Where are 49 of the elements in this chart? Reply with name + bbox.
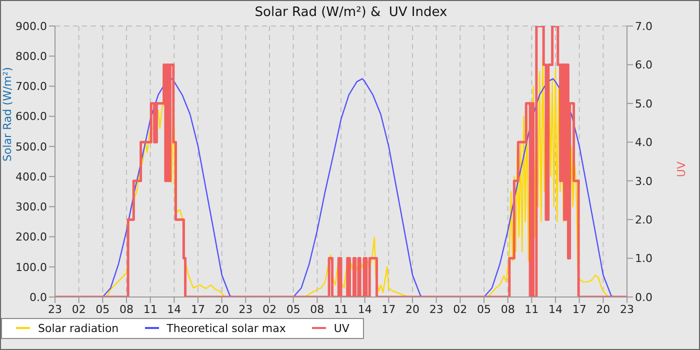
x-tick-label: 14 — [548, 302, 562, 316]
x-tick-label: 02 — [262, 302, 276, 316]
x-tick-label: 08 — [120, 302, 134, 316]
x-tick-label: 02 — [72, 302, 86, 316]
chart-title: Solar Rad (W/m²) & UV Index — [254, 5, 448, 20]
y2-tick-label: 6.0 — [635, 58, 652, 72]
y2-tick-label: 7.0 — [635, 20, 652, 33]
y-tick-label: 500.0 — [16, 140, 47, 154]
x-tick-label: 05 — [286, 302, 300, 316]
x-tick-label: 23 — [48, 302, 62, 316]
x-tick-label: 23 — [238, 302, 253, 316]
y2-tick-label: 4.0 — [635, 136, 652, 150]
x-tick-label: 11 — [334, 302, 348, 316]
y2-tick-label: 5.0 — [635, 97, 652, 110]
x-tick-label: 20 — [596, 302, 610, 316]
x-tick-label: 08 — [310, 302, 324, 316]
x-tick-label: 20 — [406, 302, 420, 316]
x-tick-label: 17 — [572, 302, 586, 316]
x-tick-label: 05 — [477, 302, 491, 316]
x-tick-label: 23 — [620, 302, 634, 316]
y-tick-label: 100.0 — [16, 260, 47, 274]
x-tick-label: 17 — [191, 302, 205, 316]
x-tick-label: 11 — [524, 302, 539, 316]
y2-tick-label: 0.0 — [635, 290, 652, 304]
y-tick-label: 0.0 — [30, 290, 47, 304]
x-tick-label: 17 — [382, 302, 396, 316]
y2-axis-title: UV — [674, 161, 688, 178]
x-tick-label: 11 — [143, 302, 158, 316]
x-tick-label: 08 — [500, 302, 515, 316]
y-tick-label: 300.0 — [16, 200, 47, 214]
y2-tick-label: 1.0 — [635, 252, 652, 266]
y-tick-label: 900.0 — [16, 20, 47, 33]
y-tick-label: 700.0 — [16, 80, 47, 94]
y-axis-title: Solar Rad (W/m²) — [0, 67, 14, 162]
x-tick-label: 02 — [453, 302, 468, 316]
x-tick-label: 14 — [167, 302, 182, 316]
legend-label: UV — [332, 322, 350, 334]
x-tick-label: 20 — [214, 302, 229, 316]
y-tick-label: 400.0 — [16, 170, 47, 184]
legend-label: Theoretical solar max — [166, 322, 286, 334]
x-tick-label: 05 — [96, 302, 110, 316]
legend-label: Solar radiation — [37, 322, 119, 334]
y-tick-label: 800.0 — [16, 50, 47, 64]
x-tick-label: 14 — [358, 302, 372, 316]
y-tick-label: 600.0 — [16, 110, 47, 124]
x-tick-label: 23 — [429, 302, 444, 316]
y2-tick-label: 2.0 — [635, 213, 652, 226]
y-tick-label: 200.0 — [16, 230, 47, 244]
y2-tick-label: 3.0 — [635, 174, 652, 188]
